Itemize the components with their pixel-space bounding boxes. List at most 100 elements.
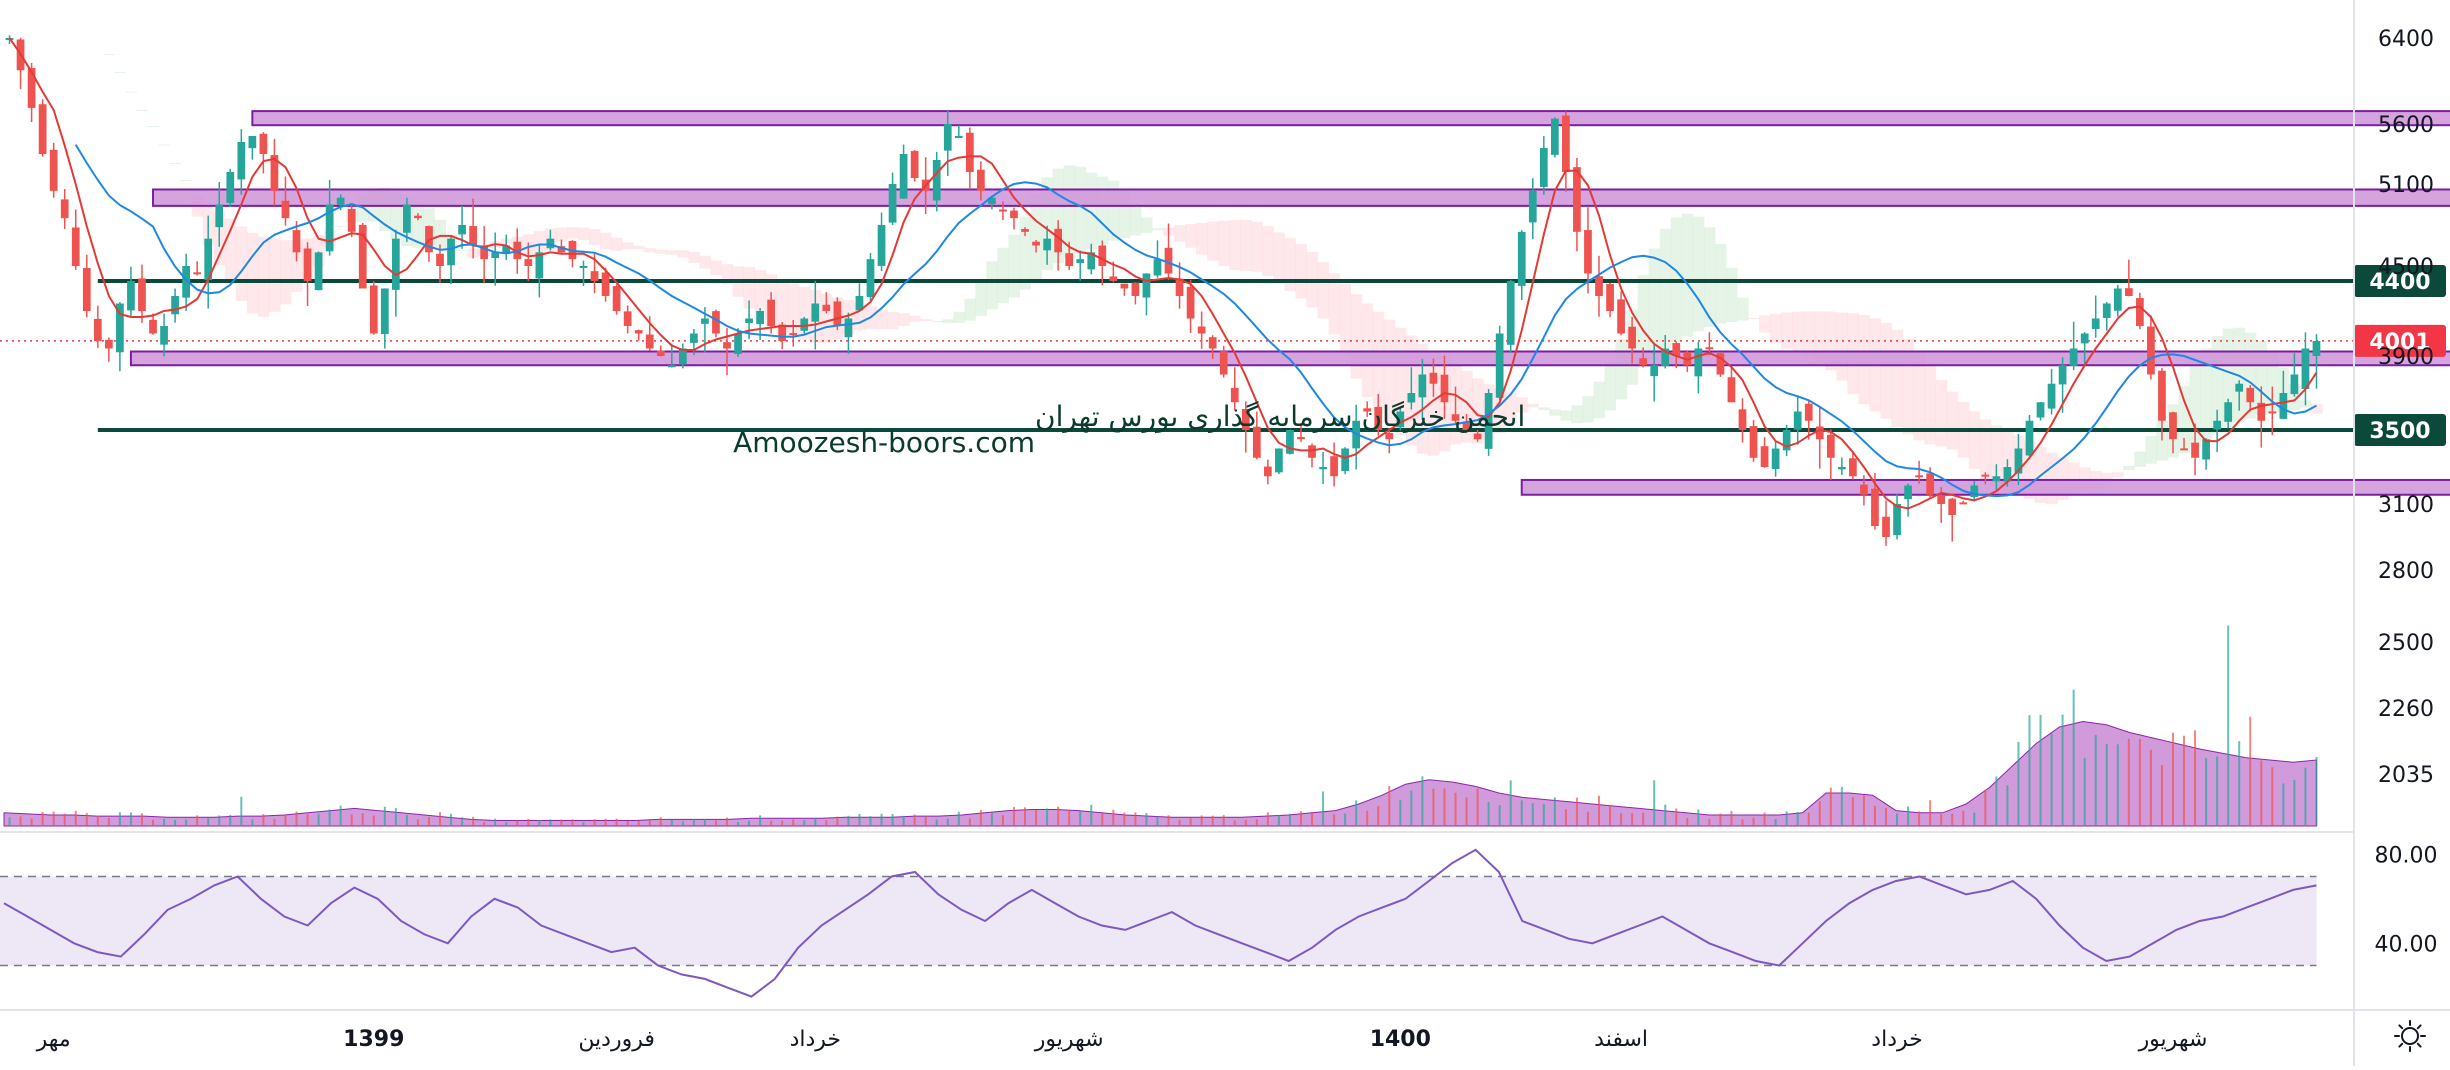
- volume-bar: [1024, 807, 1027, 826]
- time-tick-label: 1399: [343, 1027, 404, 1052]
- ichimoku-cloud-segment: [1714, 243, 1727, 324]
- volume-bar: [2050, 733, 2053, 826]
- candle-body: [215, 204, 224, 228]
- volume-bar: [1719, 813, 1722, 826]
- candle-body: [1495, 333, 1504, 398]
- candle-body: [2047, 383, 2056, 409]
- ichimoku-cloud-segment: [1781, 312, 1793, 349]
- moving-averages-layer: [8, 37, 2318, 510]
- ichimoku-cloud-segment: [2023, 440, 2036, 499]
- candle-body: [1319, 467, 1327, 470]
- candle-body: [314, 252, 323, 291]
- ichimoku-cloud-segment: [1383, 319, 1396, 423]
- volume-bar: [240, 796, 243, 826]
- candle-body: [1252, 426, 1261, 458]
- candle-body: [932, 160, 941, 201]
- support-resistance-zone[interactable]: [1520, 478, 2450, 496]
- volume-bar: [2282, 783, 2285, 826]
- candle-body: [336, 197, 345, 205]
- volume-bar: [174, 819, 177, 826]
- volume-bar: [1156, 816, 1159, 826]
- ichimoku-cloud-segment: [1659, 228, 1672, 348]
- ichimoku-cloud-segment: [2266, 351, 2279, 413]
- candle-body: [1363, 408, 1372, 412]
- price-tick-label: 3100: [2378, 493, 2434, 518]
- candle-body: [1915, 475, 1923, 478]
- volume-bar: [891, 814, 894, 826]
- volume-bar: [494, 818, 497, 826]
- candle-body: [1230, 387, 1239, 403]
- volume-bar: [781, 820, 784, 826]
- support-resistance-zone[interactable]: [152, 188, 2450, 207]
- ichimoku-cloud-segment: [1946, 391, 1959, 450]
- volume-bar: [129, 812, 132, 826]
- volume-bar: [692, 818, 695, 826]
- volume-bar: [1708, 818, 1711, 826]
- ichimoku-cloud-segment: [1185, 223, 1197, 248]
- ichimoku-cloud-segment: [887, 311, 899, 330]
- volume-bar: [1873, 805, 1876, 826]
- time-tick-label: 1400: [1370, 1027, 1431, 1052]
- candle-body: [1882, 516, 1890, 537]
- volume-bar: [1233, 820, 1236, 826]
- volume-bar: [1255, 819, 1258, 826]
- time-tick-label: فروردین: [578, 1027, 655, 1052]
- candle-body: [1550, 118, 1559, 155]
- ichimoku-cloud-segment: [1140, 217, 1153, 233]
- rsi-pane: [0, 831, 2354, 998]
- support-resistance-zone[interactable]: [251, 110, 2450, 127]
- ichimoku-cloud-segment: [1019, 216, 1032, 290]
- ichimoku-cloud-segment: [1560, 410, 1572, 421]
- ichimoku-cloud-segment: [909, 315, 921, 322]
- volume-bar: [1609, 805, 1612, 826]
- candle-body: [2136, 298, 2144, 326]
- sun-gear-icon[interactable]: [2394, 1020, 2426, 1052]
- volume-bar: [770, 820, 773, 826]
- volume-bar: [1388, 786, 1391, 826]
- volume-bar: [1542, 803, 1545, 826]
- volume-bar: [957, 811, 960, 826]
- volume-bar: [1620, 813, 1623, 826]
- candle-body: [1782, 430, 1791, 451]
- ichimoku-cloud-segment: [1880, 322, 1893, 419]
- candle-body: [844, 318, 853, 338]
- ichimoku-cloud-segment: [1461, 370, 1473, 443]
- ichimoku-cloud-segment: [853, 302, 866, 331]
- volume-bar: [1288, 813, 1291, 826]
- volume-bar: [1355, 800, 1358, 826]
- ichimoku-cloud-segment: [577, 227, 590, 241]
- candle-body: [690, 333, 698, 343]
- ichimoku-cloud-segment: [2288, 383, 2301, 411]
- candle-body: [1297, 436, 1305, 440]
- candle-body: [1617, 299, 1625, 334]
- candle-body: [1021, 229, 1029, 232]
- volume-bar: [1112, 809, 1115, 826]
- volume-bar: [946, 818, 949, 826]
- candle-body: [502, 245, 511, 254]
- candle-body: [1661, 348, 1670, 367]
- candle-body: [1286, 430, 1294, 454]
- candle-body: [358, 224, 367, 289]
- volume-bar: [505, 822, 508, 826]
- volume-bar: [19, 816, 22, 826]
- ichimoku-cloud-segment: [257, 236, 270, 317]
- support-resistance-zone[interactable]: [129, 350, 2450, 367]
- price-tick-label: 3900: [2378, 345, 2434, 370]
- price-tick-label: 2500: [2378, 631, 2434, 656]
- ichimoku-cloud-segment: [2134, 451, 2146, 467]
- ichimoku-cloud-segment: [158, 144, 171, 146]
- volume-bar: [140, 813, 143, 826]
- volume-bar: [1498, 805, 1501, 826]
- ichimoku-cloud-segment: [1129, 203, 1142, 236]
- time-tick-label: مهر: [36, 1027, 71, 1052]
- candle-body: [535, 252, 544, 279]
- candle-body: [1959, 502, 1968, 505]
- candle-body: [1087, 252, 1096, 270]
- ichimoku-cloud-segment: [1759, 315, 1771, 333]
- ichimoku-cloud-segment: [1924, 366, 1937, 445]
- ichimoku-cloud-segment: [335, 225, 347, 227]
- candle-body: [1308, 445, 1316, 458]
- ichimoku-cloud-segment: [787, 283, 800, 338]
